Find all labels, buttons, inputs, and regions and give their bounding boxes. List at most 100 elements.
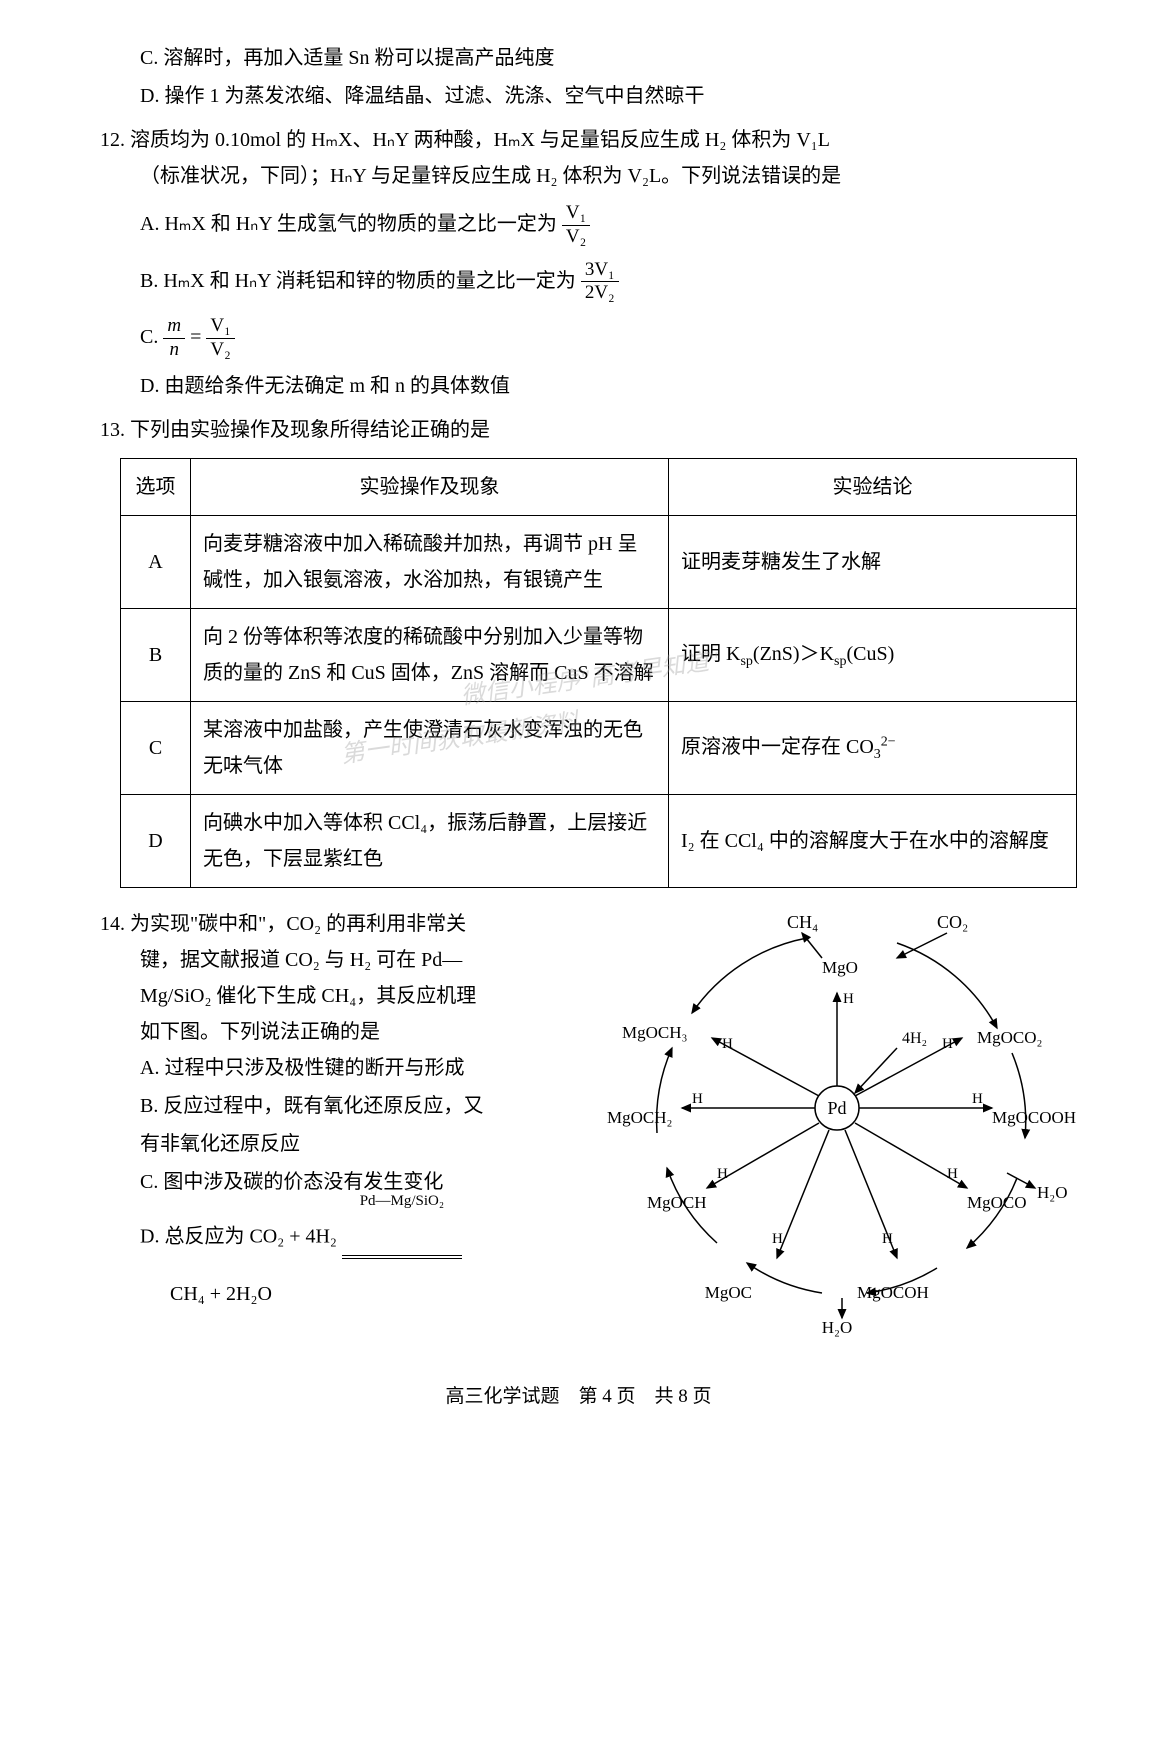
q12a-den: V₂ <box>562 226 590 249</box>
q13-h2: 实验操作及现象 <box>191 458 669 515</box>
q14d-pre: D. 总反应为 CO₂ + 4H₂ <box>140 1225 342 1247</box>
q14d-arrow: Pd—Mg/SiO₂ <box>342 1202 462 1274</box>
q13c-op: 某溶液中加盐酸，产生使澄清石灰水变浑浊的无色无味气体 <box>191 701 669 794</box>
q12-stem-line1: 溶质均为 0.10mol 的 HₘX、HₙY 两种酸，HₘX 与足量铝反应生成 … <box>130 129 830 151</box>
diagram-h: H <box>722 1036 733 1052</box>
q12a-num: V₁ <box>562 202 590 226</box>
q14-option-b2: 有非氧化还原反应 <box>140 1126 587 1162</box>
diagram-h: H <box>717 1166 728 1182</box>
diagram-h: H <box>947 1166 958 1182</box>
table-row: A 向麦芽糖溶液中加入稀硫酸并加热，再调节 pH 呈碱性，加入银氨溶液，水浴加热… <box>121 515 1077 608</box>
q14-option-b1: B. 反应过程中，既有氧化还原反应，又 <box>140 1088 587 1124</box>
q12-stem-line2: （标准状况，下同）；HₙY 与足量锌反应生成 H₂ 体积为 V₂L。下列说法错误… <box>140 158 1077 194</box>
q11-option-c: C. 溶解时，再加入适量 Sn 粉可以提高产品纯度 <box>140 40 1077 76</box>
diagram-h: H <box>692 1091 703 1107</box>
q12a-text: A. HₘX 和 HₙY 生成氢气的物质的量之比一定为 <box>140 213 557 235</box>
q13-num: 13. <box>100 419 125 441</box>
page-footer: 高三化学试题 第 4 页 共 8 页 <box>80 1380 1077 1414</box>
diagram-mgoc: MgOC <box>705 1283 752 1302</box>
diagram-mgocooh: MgOCOOH <box>992 1108 1076 1127</box>
table-row: B 向 2 份等体积等浓度的稀硫酸中分别加入少量等物质的量的 ZnS 和 CuS… <box>121 608 1077 701</box>
q12c-lnum: m <box>163 315 185 339</box>
q12c-left-fraction: m n <box>163 315 185 362</box>
q13b-mid1: (ZnS)＞K <box>753 643 834 665</box>
diagram-h2o-1: H₂O <box>1037 1183 1067 1202</box>
q12-option-a: A. HₘX 和 HₙY 生成氢气的物质的量之比一定为 V₁ V₂ <box>140 202 1077 249</box>
q13c-opt: C <box>121 701 191 794</box>
q12b-text: B. HₘX 和 HₙY 消耗铝和锌的物质的量之比一定为 <box>140 269 576 291</box>
q14-stem-l3: Mg/SiO₂ 催化下生成 CH₄，其反应机理 <box>140 978 587 1014</box>
q14-stem-l2: 键，据文献报道 CO₂ 与 H₂ 可在 Pd— <box>140 942 587 978</box>
q12-option-d: D. 由题给条件无法确定 m 和 n 的具体数值 <box>140 368 1077 404</box>
q14: 14. 为实现"碳中和"，CO₂ 的再利用非常关 键，据文献报道 CO₂ 与 H… <box>80 898 1077 1350</box>
q14d-cat: Pd—Mg/SiO₂ <box>360 1193 444 1209</box>
q12-option-c: C. m n = V₁ V₂ <box>140 315 1077 362</box>
diagram-mgocoh: MgOCOH <box>857 1283 929 1302</box>
q13-h3: 实验结论 <box>669 458 1077 515</box>
q13b-sp1: sp <box>740 654 752 669</box>
q13: 13. 下列由实验操作及现象所得结论正确的是 <box>100 412 1077 448</box>
q13c-con-pre: 原溶液中一定存在 CO <box>681 736 874 758</box>
reaction-mechanism-diagram: Pd <box>597 898 1077 1338</box>
diagram-h: H <box>972 1091 983 1107</box>
q13b-sp2: sp <box>834 654 846 669</box>
q13-table-wrap: 微信小程序"高考早知道" 第一时间获取最新资料 选项 实验操作及现象 实验结论 … <box>80 458 1077 888</box>
page-container: C. 溶解时，再加入适量 Sn 粉可以提高产品纯度 D. 操作 1 为蒸发浓缩、… <box>80 40 1077 1414</box>
q13d-op: 向碘水中加入等体积 CCl₄，振荡后静置，上层接近无色，下层显紫红色 <box>191 794 669 887</box>
equilibrium-arrow-icon <box>342 1255 462 1259</box>
q13c-sup: 2− <box>881 734 896 749</box>
q12c-n: n <box>169 339 179 360</box>
diagram-mgoch3: MgOCH₃ <box>622 1023 688 1042</box>
q14-num: 14. <box>100 913 125 935</box>
diagram-mgo: MgO <box>822 958 858 977</box>
q11-option-d: D. 操作 1 为蒸发浓缩、降温结晶、过滤、洗涤、空气中自然晾干 <box>140 78 1077 114</box>
diagram-h: H <box>882 1231 893 1247</box>
diagram-co2: CO₂ <box>937 912 968 932</box>
q12c-right-fraction: V₁ V₂ <box>206 315 234 362</box>
q13b-opt: B <box>121 608 191 701</box>
q13a-op: 向麦芽糖溶液中加入稀硫酸并加热，再调节 pH 呈碱性，加入银氨溶液，水浴加热，有… <box>191 515 669 608</box>
q13c-sub: 3 <box>874 747 881 762</box>
diagram-center: Pd <box>827 1098 846 1118</box>
q12b-num: 3V₁ <box>581 259 619 283</box>
q13a-opt: A <box>121 515 191 608</box>
diagram-mgoco: MgOCO <box>967 1193 1027 1212</box>
q13d-con: I₂ 在 CCl₄ 中的溶解度大于在水中的溶解度 <box>669 794 1077 887</box>
q14-diagram: Pd <box>597 898 1077 1350</box>
q12b-den: 2V₂ <box>581 282 619 305</box>
q12: 12. 溶质均为 0.10mol 的 HₘX、HₙY 两种酸，HₘX 与足量铝反… <box>100 122 1077 158</box>
q13-table: 选项 实验操作及现象 实验结论 A 向麦芽糖溶液中加入稀硫酸并加热，再调节 pH… <box>120 458 1077 888</box>
q13b-op: 向 2 份等体积等浓度的稀硫酸中分别加入少量等物质的量的 ZnS 和 CuS 固… <box>191 608 669 701</box>
q14-text-col: 14. 为实现"碳中和"，CO₂ 的再利用非常关 键，据文献报道 CO₂ 与 H… <box>80 898 587 1314</box>
table-row: D 向碘水中加入等体积 CCl₄，振荡后静置，上层接近无色，下层显紫红色 I₂ … <box>121 794 1077 887</box>
q12b-fraction: 3V₁ 2V₂ <box>581 259 619 306</box>
q14-stem-l4: 如下图。下列说法正确的是 <box>140 1014 587 1050</box>
q14-option-d: D. 总反应为 CO₂ + 4H₂ Pd—Mg/SiO₂ <box>140 1202 587 1274</box>
q14d-post: CH₄ + 2H₂O <box>170 1276 587 1312</box>
q13-h1: 选项 <box>121 458 191 515</box>
q12c-m: m <box>167 315 181 336</box>
q14-stem-l1: 为实现"碳中和"，CO₂ 的再利用非常关 <box>130 913 466 935</box>
q13b-mid2: (CuS) <box>846 643 894 665</box>
q13b-con: 证明 Ksp(ZnS)＞Ksp(CuS) <box>669 608 1077 701</box>
q12c-pre: C. <box>140 326 163 348</box>
q13-stem: 下列由实验操作及现象所得结论正确的是 <box>130 419 490 441</box>
table-row: C 某溶液中加盐酸，产生使澄清石灰水变浑浊的无色无味气体 原溶液中一定存在 CO… <box>121 701 1077 794</box>
q12-num: 12. <box>100 129 125 151</box>
q13d-opt: D <box>121 794 191 887</box>
diagram-h: H <box>772 1231 783 1247</box>
q13a-con: 证明麦芽糖发生了水解 <box>669 515 1077 608</box>
diagram-mgoch: MgOCH <box>647 1193 707 1212</box>
q13b-con-pre: 证明 K <box>681 643 740 665</box>
diagram-h: H <box>942 1036 953 1052</box>
q12-option-b: B. HₘX 和 HₙY 消耗铝和锌的物质的量之比一定为 3V₁ 2V₂ <box>140 259 1077 306</box>
diagram-h2o-2: H₂O <box>822 1318 852 1337</box>
q12a-fraction: V₁ V₂ <box>562 202 590 249</box>
diagram-ch4: CH₄ <box>787 912 818 932</box>
q12c-lden: n <box>163 339 185 362</box>
diagram-4h2: 4H₂ <box>902 1030 927 1047</box>
diagram-mgoch2: MgOCH₂ <box>607 1108 672 1127</box>
q12c-rnum: V₁ <box>206 315 234 339</box>
q12c-rden: V₂ <box>206 339 234 362</box>
q13-header-row: 选项 实验操作及现象 实验结论 <box>121 458 1077 515</box>
